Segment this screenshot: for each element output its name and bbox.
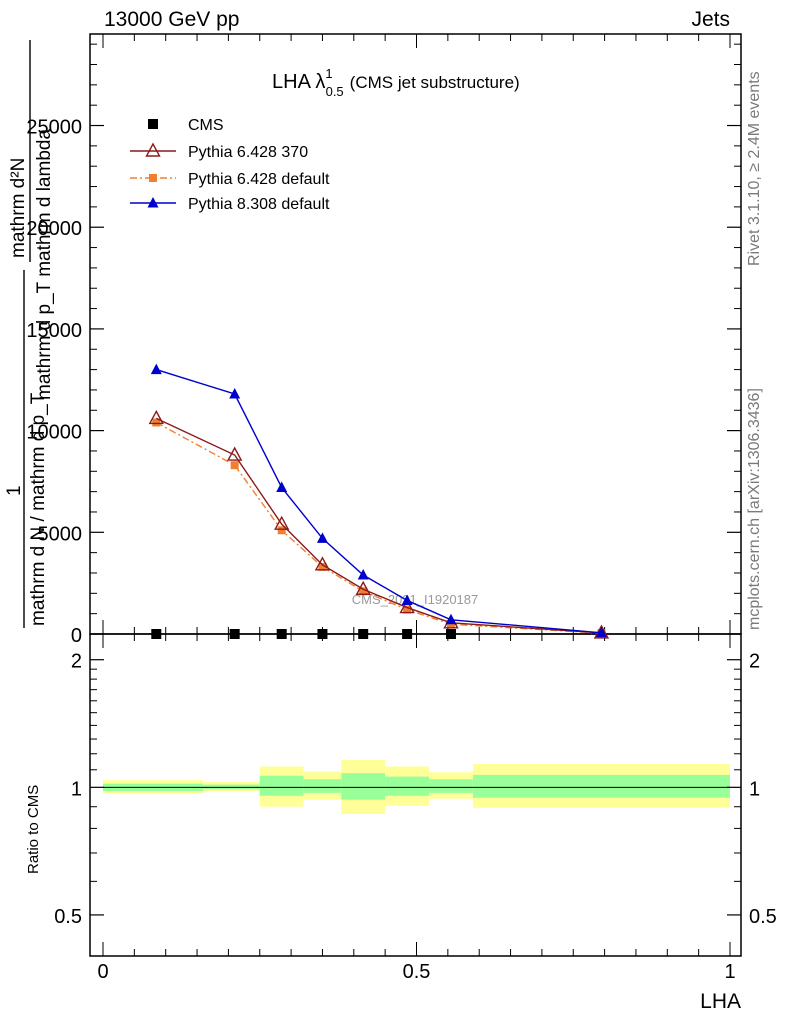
cms-marker — [445, 629, 456, 639]
header-left: 13000 GeV pp — [104, 8, 240, 31]
ylabel-one: 1 — [4, 485, 25, 496]
series-3 — [150, 363, 607, 638]
series-0 — [151, 629, 456, 639]
cms-marker — [358, 629, 369, 639]
pythia8-default-marker — [445, 613, 457, 625]
legend-label: Pythia 6.428 370 — [188, 144, 308, 161]
ratio-ytick-label-right: 0.5 — [749, 906, 777, 928]
series-layer — [148, 363, 610, 639]
cms-marker — [402, 629, 413, 639]
ratio-ytick-label-left: 0.5 — [54, 906, 82, 928]
pythia8-default-marker — [229, 388, 241, 399]
title-sub: 0.5 — [326, 84, 344, 99]
pythia8-default-marker — [276, 481, 288, 493]
pythia6-370-marker — [148, 409, 164, 425]
ratio-xtick-label: 0.5 — [403, 961, 431, 983]
ratio-y-axis-label: Ratio to CMS — [25, 785, 42, 874]
pythia6-default-marker — [230, 461, 239, 470]
pythia6-default-marker — [149, 174, 157, 182]
series-line — [156, 368, 602, 634]
main-ytick-label: 5000 — [38, 523, 83, 545]
legend-label: Pythia 8.308 default — [188, 196, 330, 213]
main-title: LHA λ1 0.5 (CMS jet substructure) — [272, 66, 520, 99]
analysis-watermark: CMS_2021_I1920187 — [352, 592, 479, 607]
title-prefix: LHA λ — [272, 71, 325, 93]
ratio-band-green — [429, 779, 473, 793]
pythia6-default-marker — [277, 526, 286, 535]
ratio-band-green — [303, 779, 342, 793]
main-ytick-label: 25000 — [26, 117, 82, 139]
main-ytick-label: 15000 — [26, 320, 82, 342]
pythia6-370-marker — [274, 515, 290, 530]
cms-marker — [151, 629, 162, 639]
pythia8-default-marker — [357, 569, 369, 580]
ratio-ytick-label-right: 1 — [749, 778, 760, 800]
ratio-band-green — [341, 773, 386, 800]
legend-label: Pythia 6.428 default — [188, 171, 330, 188]
title-suffix: (CMS jet substructure) — [350, 73, 520, 92]
main-axis-ticks: 0 5000 10000 15000 20000 25000 — [26, 34, 741, 647]
ylabel-denominator-bottom: mathrm d N / mathrm d p_T — [28, 392, 49, 626]
ylabel-denominator-top: mathrm d p_T mathrm d lambda — [34, 129, 55, 400]
ratio-ytick-label-left: 2 — [71, 651, 82, 673]
pythia8-default-marker — [316, 532, 328, 543]
ratio-band-green — [472, 774, 730, 798]
pythia8-default-marker — [595, 626, 607, 638]
cms-marker — [317, 629, 328, 639]
ratio-ytick-label-left: 1 — [71, 778, 82, 800]
main-y-axis-label: mathrm d²N mathrm d p_T mathrm d lambda … — [4, 40, 55, 628]
main-ytick-label: 0 — [71, 625, 82, 647]
pythia8-default-marker — [401, 594, 413, 605]
x-axis-label: LHA — [700, 990, 741, 1013]
pythia6-370-marker — [314, 556, 331, 571]
pythia8-default-marker — [150, 363, 162, 375]
title-sup: 1 — [325, 66, 332, 81]
ratio-ytick-label-right: 2 — [749, 651, 760, 673]
pythia6-370-marker — [226, 446, 243, 461]
ratio-band-green — [259, 775, 304, 796]
pythia6-370-marker — [145, 142, 161, 157]
cms-marker — [148, 119, 158, 129]
main-ytick-label: 20000 — [26, 218, 82, 240]
ratio-plot-frame — [89, 633, 742, 957]
legend-label: CMS — [188, 117, 224, 134]
pythia6-370-marker — [355, 580, 371, 595]
ratio-axis-ticks: 0.5 0.5 1 1 2 2 0 0.5 1 — [54, 634, 777, 983]
cms-marker — [276, 629, 287, 639]
ratio-xtick-label: 0 — [97, 961, 108, 983]
ylabel-numerator-top: mathrm d²N — [8, 158, 29, 258]
pythia8-default-marker — [147, 197, 159, 208]
header-right: Jets — [691, 8, 730, 31]
pythia6-default-marker — [152, 418, 161, 427]
ratio-xtick-label: 1 — [724, 961, 735, 983]
cms-marker — [229, 629, 240, 639]
pythia6-default-marker — [318, 562, 327, 571]
pythia6-370-marker — [399, 599, 415, 614]
series-line — [155, 417, 602, 634]
ratio-band-green — [385, 776, 430, 796]
legend: CMS Pythia 6.428 370 Pythia 6.428 default P… — [130, 117, 330, 213]
pythia6-default-marker — [403, 605, 412, 614]
pythia6-default-marker — [359, 587, 368, 596]
main-ytick-label: 10000 — [26, 422, 82, 444]
